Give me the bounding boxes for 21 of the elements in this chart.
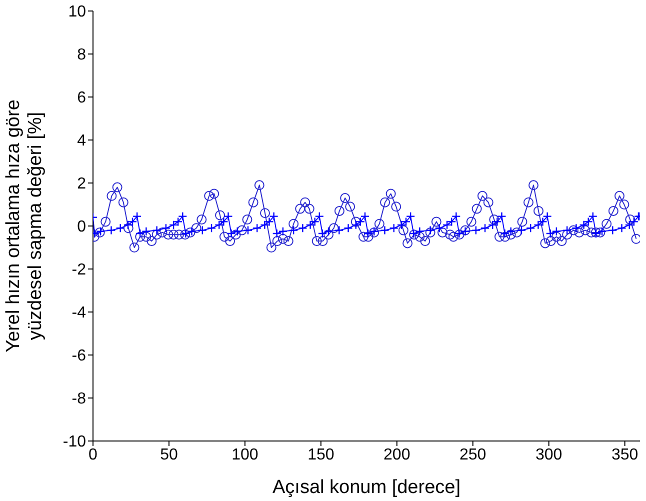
y-axis-title: Yerel hızın ortalama hıza göre yüzdesel sapma değeri [%] [3,100,46,352]
x-tick-label: 350 [611,446,638,464]
y-tick-label: -4 [72,304,86,322]
y-tick-label: 10 [68,4,86,21]
y-tick-label: 8 [77,46,86,64]
y-tick-label: -8 [72,390,86,408]
x-axis-title: Açısal konum [derece] [272,477,460,498]
y-tick-label: -6 [72,348,86,365]
y-tick-label: -10 [62,434,86,451]
x-tick-label: 200 [384,446,410,464]
y-tick-label: 0 [77,218,86,236]
x-tick-label: 50 [160,446,178,464]
y-tick-label: 4 [77,132,86,150]
x-tick-label: 100 [232,446,258,464]
x-tick-label: 150 [308,446,334,464]
x-tick-label: 300 [535,446,562,464]
x-tick-label: 0 [88,446,98,464]
y-tick-label: 2 [77,176,86,193]
x-tick-label: 250 [460,446,486,464]
y-tick-label: -2 [72,262,86,279]
y-tick-label: 6 [77,90,86,107]
